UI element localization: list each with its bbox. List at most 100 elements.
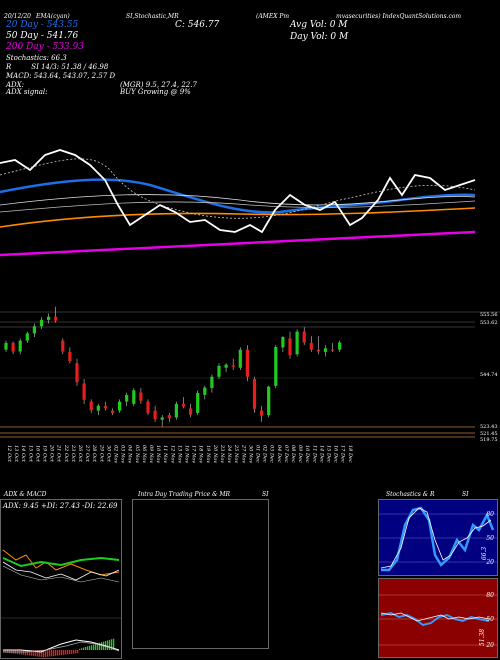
date-label: 20 Nov bbox=[212, 444, 218, 463]
candle-body bbox=[196, 393, 200, 413]
price-label-6: 519.75 bbox=[480, 437, 498, 443]
date-label: 14 Oct bbox=[20, 445, 26, 463]
candle-body bbox=[189, 408, 193, 415]
macd-bar bbox=[7, 650, 9, 653]
date-label: 26 Oct bbox=[77, 444, 83, 463]
avg-volume: Avg Vol: 0 M bbox=[290, 20, 348, 30]
adx-panel-title: ADX & MACD bbox=[4, 491, 47, 498]
macd-bar bbox=[5, 650, 7, 653]
stochastics-chart bbox=[379, 506, 497, 572]
macd-bar bbox=[43, 650, 45, 658]
candle-body bbox=[47, 316, 51, 320]
date-label: 05 Nov bbox=[134, 445, 140, 463]
macd-bar bbox=[81, 648, 83, 650]
macd-bar bbox=[71, 650, 73, 654]
date-label: 01 Dec bbox=[255, 445, 261, 463]
intraday-panel-title: Intra Day Trading Price & MR bbox=[138, 491, 231, 498]
candle-body bbox=[238, 349, 242, 368]
date-label: 25 Nov bbox=[233, 444, 239, 463]
date-label: 16 Dec bbox=[333, 445, 339, 463]
adx-macd-panel: ADX: 9.45 +DI: 27.43 -DI: 22.69 bbox=[0, 499, 122, 659]
macd-bar bbox=[99, 642, 101, 650]
candlestick-series bbox=[4, 306, 342, 427]
candle-body bbox=[110, 410, 115, 413]
macd-bar bbox=[107, 640, 109, 650]
header-si-caption: SI,Stochastic,MR bbox=[126, 13, 179, 20]
date-label: 12 Oct bbox=[6, 445, 12, 463]
ema50-line bbox=[0, 207, 476, 228]
macd-bar bbox=[47, 650, 49, 657]
macd-bar bbox=[49, 650, 51, 657]
ema20-line bbox=[0, 178, 476, 214]
macd-bar bbox=[77, 650, 79, 654]
candle-body bbox=[118, 401, 122, 411]
macd-bar bbox=[97, 643, 99, 650]
date-label: 15 Oct bbox=[27, 445, 33, 463]
date-label: 08 Dec bbox=[290, 445, 296, 463]
candle-body bbox=[61, 340, 65, 352]
date-label: 23 Oct bbox=[70, 444, 76, 463]
date-label: 28 Oct bbox=[91, 444, 97, 463]
macd-bar bbox=[31, 650, 33, 656]
macd-bar bbox=[111, 639, 113, 650]
date-label: 13 Oct bbox=[13, 445, 19, 463]
close-price: C: 546.77 bbox=[175, 20, 220, 30]
candle-body bbox=[4, 342, 8, 350]
macd-bar bbox=[39, 650, 41, 657]
date-label: 16 Oct bbox=[34, 445, 40, 463]
candle-body bbox=[18, 340, 22, 352]
macd-bar bbox=[79, 648, 81, 650]
rsi-axis-80: 80 bbox=[486, 592, 494, 599]
candle-body bbox=[39, 319, 44, 327]
intraday-panel bbox=[132, 499, 269, 649]
header-date: 20/12/20 bbox=[4, 13, 31, 20]
macd-bar bbox=[89, 645, 91, 650]
candle-body bbox=[68, 351, 72, 361]
macd-bar bbox=[73, 650, 75, 654]
ema20-label: 20 Day - 543.55 bbox=[6, 20, 79, 30]
candle-body bbox=[316, 349, 320, 352]
candle-body bbox=[245, 349, 249, 377]
candle-body bbox=[302, 331, 306, 343]
stoch-axis-20: 20 bbox=[486, 559, 494, 566]
macd-bar bbox=[75, 650, 77, 654]
rsi-chart bbox=[379, 594, 497, 646]
macd-bar bbox=[91, 645, 93, 650]
date-label: 02 Dec bbox=[262, 445, 268, 463]
date-label: 27 Nov bbox=[240, 444, 246, 463]
candle-body bbox=[267, 386, 271, 416]
macd-bar bbox=[87, 646, 89, 650]
buy-signal: BUY Growing @ 9% bbox=[120, 88, 191, 96]
date-label: 19 Oct bbox=[42, 445, 48, 463]
price-label-3: 544.74 bbox=[480, 372, 498, 378]
macd-bar bbox=[59, 650, 61, 656]
date-label: 02 Nov bbox=[113, 445, 119, 463]
macd-bar bbox=[33, 650, 35, 656]
ema200-label: 200 Day - 533.93 bbox=[6, 42, 84, 52]
macd-bar bbox=[9, 650, 11, 654]
macd-bar bbox=[3, 650, 5, 653]
adx-values: ADX: 9.45 +DI: 27.43 -DI: 22.69 bbox=[3, 502, 118, 510]
candle-body bbox=[210, 376, 214, 389]
macd-bar bbox=[57, 650, 59, 656]
date-label: 27 Oct bbox=[84, 444, 90, 463]
candle-body bbox=[260, 410, 264, 416]
date-axis: 12 Oct 13 Oct 14 Oct 15 Oct 16 Oct 19 Oct 20 O… bbox=[6, 444, 353, 463]
candle-body bbox=[139, 392, 143, 401]
stoch-panel-title: Stochastics & R bbox=[386, 491, 435, 498]
candle-body bbox=[295, 331, 299, 355]
candle-body bbox=[323, 348, 328, 352]
price-axis: 555.56 553.62 544.74 523.43 521.45 519.7… bbox=[480, 312, 498, 443]
intraday-si-label: SI bbox=[262, 491, 269, 498]
macd-bar bbox=[35, 650, 37, 657]
macd-bar bbox=[41, 650, 43, 657]
date-label: 14 Dec bbox=[318, 445, 324, 463]
macd-bar bbox=[65, 650, 67, 655]
date-label: 13 Nov bbox=[176, 445, 182, 463]
candle-body bbox=[217, 365, 221, 377]
date-label: 17 Dec bbox=[340, 445, 346, 463]
date-label: 20 Oct bbox=[49, 444, 55, 463]
candle-body bbox=[82, 383, 86, 400]
date-label: 23 Nov bbox=[219, 444, 225, 463]
rsi-axis-20: 20 bbox=[486, 642, 494, 649]
